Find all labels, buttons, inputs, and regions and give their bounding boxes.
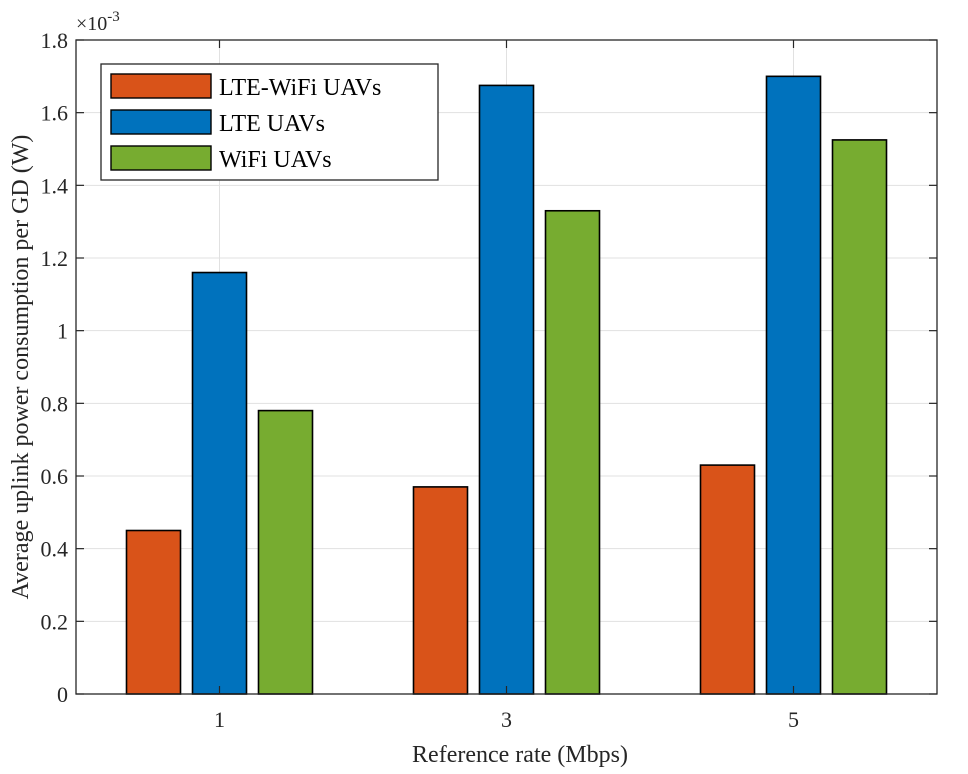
y-axis-label: Average uplink power consumption per GD …: [8, 135, 34, 600]
y-multiplier: ×10-3: [76, 9, 120, 35]
y-tick-label: 1.8: [41, 28, 69, 53]
legend-label: LTE UAVs: [219, 111, 325, 137]
bar-lte-uavs-5: [765, 75, 822, 695]
y-tick-label: 1: [57, 319, 68, 344]
y-tick-label: 1.2: [41, 246, 69, 271]
bar-lte-uavs-1: [191, 271, 248, 695]
y-tick-label: 0.2: [41, 609, 69, 634]
bar-lte-wifi-uavs-3: [412, 486, 469, 695]
y-tick-label: 0.8: [41, 391, 69, 416]
bars-layer: [125, 75, 888, 695]
x-axis-label: Reference rate (Mbps): [412, 742, 628, 768]
x-tick-label: 1: [214, 707, 225, 732]
bar-lte-wifi-uavs-1: [125, 529, 182, 695]
bar-lte-wifi-uavs-5: [699, 464, 756, 695]
legend: LTE-WiFi UAVs LTE UAVs WiFi UAVs: [100, 63, 439, 181]
bar-wifi-uavs-5: [831, 139, 888, 695]
legend-swatch: [110, 145, 212, 171]
legend-swatch: [110, 73, 212, 99]
bar-wifi-uavs-3: [544, 209, 601, 695]
legend-swatch: [110, 109, 212, 135]
y-tick-label: 1.6: [41, 101, 69, 126]
y-tick-label: 1.4: [41, 173, 69, 198]
bar-lte-uavs-3: [478, 84, 535, 695]
y-tick-label: 0: [57, 682, 68, 707]
y-tick-label: 0.4: [41, 537, 69, 562]
y-tick-label: 0.6: [41, 464, 69, 489]
legend-label: LTE-WiFi UAVs: [219, 75, 381, 101]
x-tick-label: 5: [788, 707, 799, 732]
ticks-layer: 0 0.2 0.4 0.6 0.8 1 1.2 1.4 1.6 1.8 1 3 5: [41, 28, 937, 732]
legend-label: WiFi UAVs: [219, 147, 332, 173]
legend-items: LTE-WiFi UAVs LTE UAVs WiFi UAVs: [110, 73, 381, 173]
x-tick-label: 3: [501, 707, 512, 732]
bar-wifi-uavs-1: [257, 409, 314, 695]
